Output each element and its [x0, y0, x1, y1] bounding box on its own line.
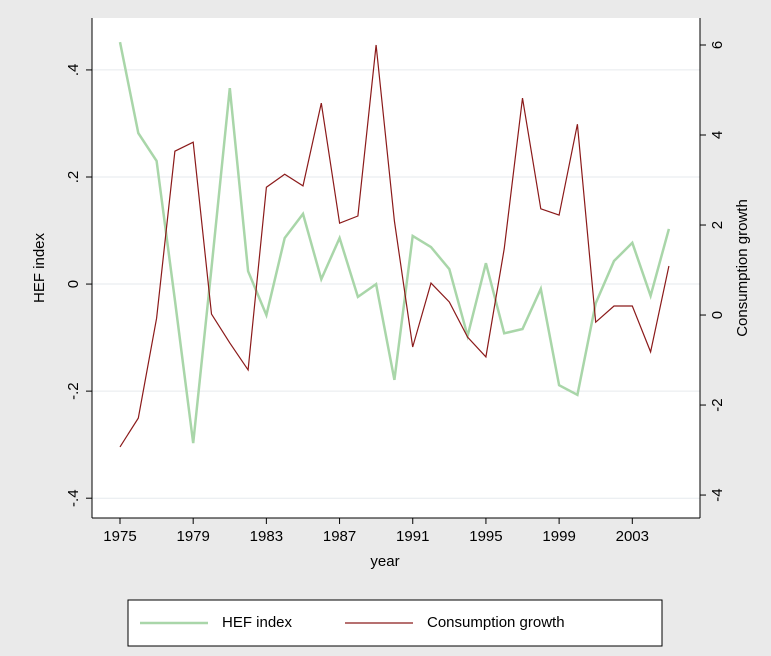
x-tick-label: 1995 — [469, 528, 502, 545]
x-tick-label: 1975 — [103, 528, 136, 545]
series-line — [119, 44, 670, 448]
y-tick-label: -.2 — [65, 382, 82, 400]
y2-tick-label: -4 — [709, 488, 726, 501]
y-tick-label: .4 — [65, 64, 82, 77]
y2-axis-title: Consumption growth — [734, 199, 751, 337]
legend-label: Consumption growth — [427, 614, 565, 631]
x-tick-label: 2003 — [616, 528, 649, 545]
y2-tick-label: 2 — [709, 221, 726, 229]
plot-area — [92, 18, 700, 518]
y2-tick-label: 6 — [709, 41, 726, 49]
y-axis-title: HEF index — [31, 232, 48, 303]
x-tick-label: 1983 — [250, 528, 283, 545]
x-tick-label: 1987 — [323, 528, 356, 545]
y-tick-label: 0 — [65, 280, 82, 288]
x-tick-label: 1999 — [542, 528, 575, 545]
legend-label: HEF index — [222, 614, 293, 631]
y2-tick-label: 4 — [709, 131, 726, 139]
y-tick-label: -.4 — [65, 489, 82, 507]
y2-tick-label: 0 — [709, 311, 726, 319]
x-tick-label: 1991 — [396, 528, 429, 545]
y2-tick-label: -2 — [709, 398, 726, 411]
x-tick-label: 1979 — [176, 528, 209, 545]
x-axis-title: year — [370, 553, 399, 570]
y-tick-label: .2 — [65, 171, 82, 184]
series-line — [118, 41, 671, 444]
